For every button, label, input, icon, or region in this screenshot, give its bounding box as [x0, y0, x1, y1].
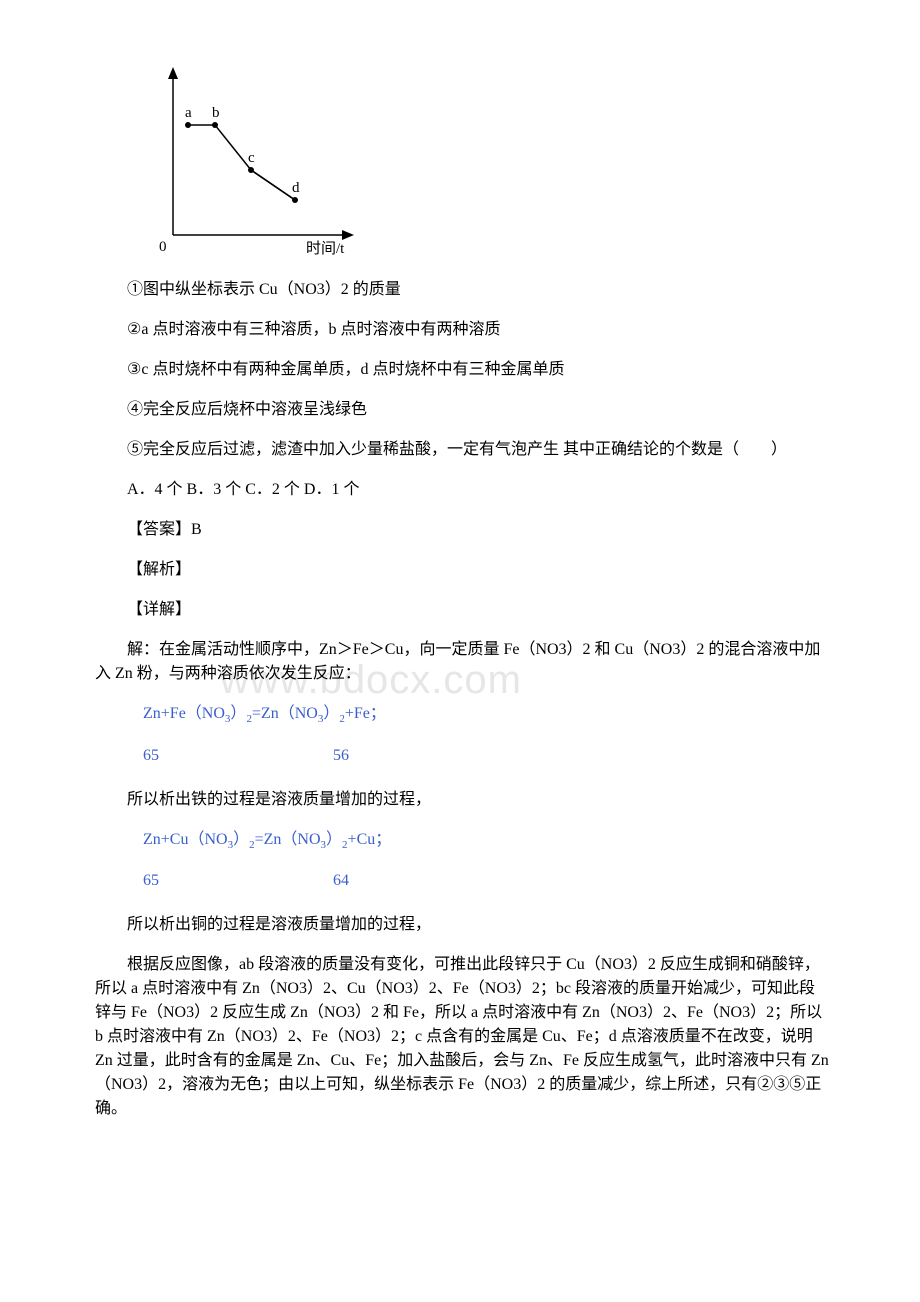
equation-2-masses: 65 64: [143, 869, 830, 893]
eq2-mass-left: 65: [143, 872, 159, 889]
line-cu: 所以析出铜的过程是溶液质量增加的过程，: [95, 913, 830, 937]
statement-1: ①图中纵坐标表示 Cu（NO3）2 的质量: [95, 278, 830, 302]
statement-4: ④完全反应后烧杯中溶液呈浅绿色: [95, 398, 830, 422]
eq2-mass-right: 64: [333, 869, 349, 893]
page-content: 0 时间/t a b c d ①图中纵坐标表示 Cu（NO3）2 的质量 ②a 点时溶液中…: [95, 65, 830, 1121]
svg-text:d: d: [292, 180, 300, 196]
svg-text:b: b: [212, 105, 220, 121]
statement-5: ⑤完全反应后过滤，滤渣中加入少量稀盐酸，一定有气泡产生 其中正确结论的个数是（ …: [95, 438, 830, 462]
eq1-mass-right: 56: [333, 744, 349, 768]
statement-2: ②a 点时溶液中有三种溶质，b 点时溶液中有两种溶质: [95, 318, 830, 342]
statement-3: ③c 点时烧杯中有两种金属单质，d 点时烧杯中有三种金属单质: [95, 358, 830, 382]
time-chart: 0 时间/t a b c d: [143, 65, 830, 260]
equation-2: Zn+Cu（NO3）2=Zn（NO3）2+Cu；: [143, 828, 830, 854]
svg-text:0: 0: [159, 239, 167, 255]
solution-intro: 解：在金属活动性顺序中，Zn＞Fe＞Cu，向一定质量 Fe（NO3）2 和 Cu…: [95, 638, 830, 686]
analysis-label: 【解析】: [95, 558, 830, 582]
line-fe: 所以析出铁的过程是溶液质量增加的过程，: [95, 788, 830, 812]
answer-line: 【答案】B: [95, 518, 830, 542]
equation-1-masses: 65 56: [143, 744, 830, 768]
equation-1: Zn+Fe（NO3）2=Zn（NO3）2+Fe；: [143, 702, 830, 728]
answer-options: A．4 个 B．3 个 C．2 个 D．1 个: [95, 478, 830, 502]
eq1-mass-left: 65: [143, 747, 159, 764]
svg-text:时间/t: 时间/t: [306, 240, 345, 257]
detail-label: 【详解】: [95, 598, 830, 622]
svg-text:c: c: [248, 150, 255, 166]
conclusion: 根据反应图像，ab 段溶液的质量没有变化，可推出此段锌只于 Cu（NO3）2 反…: [95, 953, 830, 1121]
svg-text:a: a: [185, 105, 192, 121]
